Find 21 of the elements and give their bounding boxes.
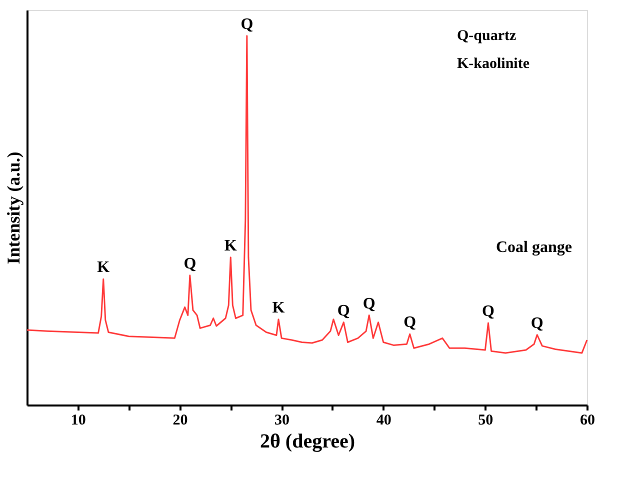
annotation: Q: [240, 16, 254, 33]
annotation: Q: [362, 295, 376, 312]
annotation: K: [224, 237, 238, 254]
x-tick-label: 60: [580, 412, 595, 428]
x-axis-title: 2θ (degree): [260, 430, 356, 452]
x-tick-label: 50: [478, 412, 494, 428]
x-tick-label: 40: [376, 412, 392, 428]
annotation: K-kaolinite: [457, 56, 530, 72]
annotation: Q: [337, 302, 350, 320]
text: Coal gange: [496, 239, 572, 256]
x-tick-label: 10: [70, 412, 86, 428]
annotation: K: [97, 259, 110, 276]
annotation: Q: [530, 314, 544, 332]
y-axis-title: Intensity (a.u.): [4, 152, 24, 264]
annotation: K: [272, 299, 286, 316]
annotation: Q-quartz: [457, 28, 516, 44]
annotation: Q: [482, 303, 494, 320]
x-tick-label: 20: [172, 412, 188, 428]
annotation: Q: [404, 314, 416, 332]
annotation: Q: [184, 255, 196, 272]
x-tick-label: 30: [274, 412, 290, 428]
